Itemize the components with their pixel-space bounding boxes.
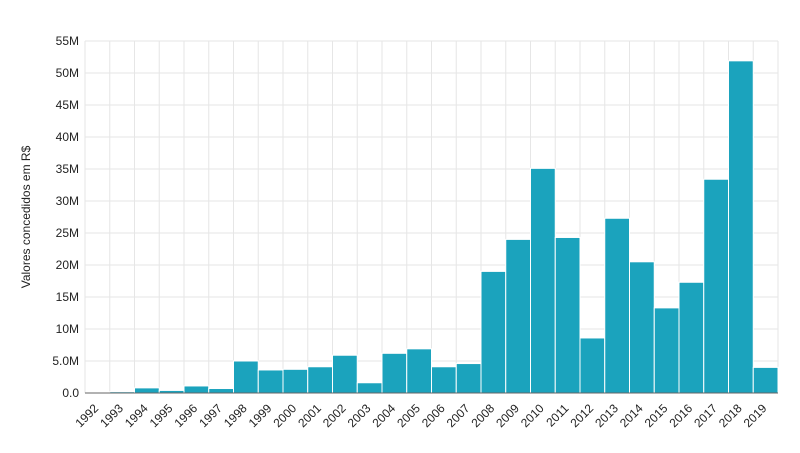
x-tick-label: 1995 bbox=[147, 401, 176, 430]
y-tick-label: 20M bbox=[56, 258, 79, 272]
bar-2007[interactable] bbox=[455, 363, 482, 394]
x-tick-label: 1994 bbox=[122, 401, 151, 430]
x-tick-label: 2013 bbox=[592, 401, 621, 430]
y-tick-label: 35M bbox=[56, 162, 79, 176]
x-tick-label: 1999 bbox=[246, 401, 275, 430]
bar-2001[interactable] bbox=[307, 366, 333, 394]
y-tick-label: 45M bbox=[56, 98, 79, 112]
x-tick-label: 2006 bbox=[419, 401, 448, 430]
x-tick-labels: 1992199319941995199619971998199920002001… bbox=[72, 401, 769, 430]
x-tick-label: 1996 bbox=[171, 401, 200, 430]
x-tick-label: 1998 bbox=[221, 401, 250, 430]
x-tick-label: 2009 bbox=[493, 401, 522, 430]
bar-1997[interactable] bbox=[208, 388, 234, 394]
y-tick-label: 55M bbox=[56, 34, 79, 48]
y-tick-label: 30M bbox=[56, 194, 79, 208]
bar-2002[interactable] bbox=[332, 354, 358, 394]
y-tick-label: 10M bbox=[56, 322, 79, 336]
x-tick-label: 1993 bbox=[97, 401, 126, 430]
bar-1998[interactable] bbox=[233, 360, 259, 394]
y-tick-label: 0.0 bbox=[62, 386, 79, 400]
x-tick-label: 1997 bbox=[196, 401, 225, 430]
x-tick-label: 2016 bbox=[666, 401, 695, 430]
x-tick-label: 2015 bbox=[642, 401, 671, 430]
x-tick-label: 2004 bbox=[369, 401, 398, 430]
y-tick-labels: 0.0 5.0M 10M 15M 20M 25M 30M 35M 40M 45M 50M 55M bbox=[52, 34, 79, 400]
x-tick-label: 2011 bbox=[543, 401, 571, 429]
bar-2019[interactable] bbox=[752, 366, 779, 394]
x-tick-label: 2017 bbox=[691, 401, 720, 430]
x-tick-label: 2008 bbox=[468, 401, 497, 430]
bar-2006[interactable] bbox=[431, 366, 457, 394]
bar-1999[interactable] bbox=[257, 369, 284, 394]
x-tick-label: 2002 bbox=[320, 401, 349, 430]
y-tick-label: 50M bbox=[56, 66, 79, 80]
bar-2013[interactable] bbox=[604, 217, 630, 394]
bars bbox=[109, 60, 779, 394]
x-tick-label: 1992 bbox=[72, 401, 101, 430]
bar-2017[interactable] bbox=[703, 178, 729, 394]
bar-2009[interactable] bbox=[505, 238, 531, 394]
bar-2011[interactable] bbox=[554, 236, 581, 394]
bar-2010[interactable] bbox=[530, 167, 556, 394]
y-tick-label: 5.0M bbox=[52, 354, 79, 368]
bar-2015[interactable] bbox=[653, 307, 680, 394]
x-tick-label: 2007 bbox=[444, 401, 473, 430]
bar-2018[interactable] bbox=[728, 60, 754, 394]
y-tick-label: 25M bbox=[56, 226, 79, 240]
x-tick-label: 2003 bbox=[345, 401, 374, 430]
x-tick-label: 2014 bbox=[617, 401, 646, 430]
bar-2014[interactable] bbox=[629, 261, 655, 394]
x-tick-label: 2019 bbox=[741, 401, 770, 430]
y-tick-label: 40M bbox=[56, 130, 79, 144]
bar-1994[interactable] bbox=[134, 387, 160, 394]
bar-2012[interactable] bbox=[579, 337, 606, 394]
bar-1996[interactable] bbox=[183, 385, 210, 394]
x-tick-label: 2005 bbox=[394, 401, 423, 430]
bar-2000[interactable] bbox=[282, 368, 309, 394]
bar-2008[interactable] bbox=[480, 270, 507, 394]
y-tick-label: 15M bbox=[56, 290, 79, 304]
bar-2016[interactable] bbox=[678, 281, 705, 394]
x-tick-label: 2018 bbox=[716, 401, 745, 430]
bar-2004[interactable] bbox=[381, 352, 408, 394]
bar-2003[interactable] bbox=[356, 382, 383, 394]
x-tick-label: 2010 bbox=[518, 401, 547, 430]
x-tick-label: 2000 bbox=[270, 401, 299, 430]
x-tick-label: 2001 bbox=[295, 401, 324, 430]
x-tick-label: 2012 bbox=[567, 401, 596, 430]
y-axis-title: Valores concedidos em R$ bbox=[19, 145, 33, 288]
bar-2005[interactable] bbox=[406, 348, 432, 394]
